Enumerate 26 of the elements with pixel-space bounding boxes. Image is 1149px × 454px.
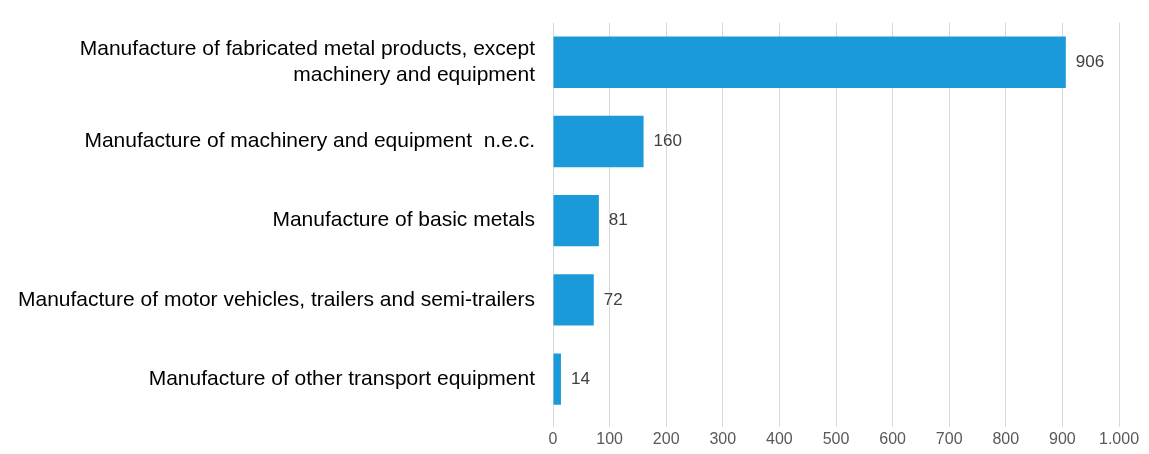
data-label: 160: [653, 131, 682, 151]
x-tick-label: 1.000: [1098, 429, 1140, 447]
data-label: 14: [570, 368, 590, 388]
bar: [553, 353, 561, 405]
y-tick-label: Manufacture of motor vehicles, trailers and semi-trailers: [17, 286, 536, 310]
x-tick-label: 600: [879, 429, 907, 447]
x-tick-label: 500: [822, 429, 850, 447]
x-tick-label: 0: [548, 429, 558, 447]
x-tick-label: 800: [992, 429, 1020, 447]
bar: [553, 115, 644, 168]
data-label: 81: [608, 210, 628, 230]
x-tick-label: 300: [709, 429, 737, 447]
bar: [553, 274, 594, 326]
bar: [553, 36, 1066, 88]
y-tick-label: Manufacture of other transport equipment: [148, 365, 536, 389]
y-tick-label: Manufacture of basic metals: [272, 207, 536, 231]
data-label: 906: [1075, 51, 1105, 71]
x-tick-label: 900: [1049, 429, 1076, 447]
data-label: 72: [603, 289, 623, 309]
y-tick-label: Manufacture of machinery and equipment n.e.c.: [84, 128, 536, 152]
x-tick-label: 400: [766, 429, 793, 447]
x-tick-label: 100: [596, 429, 624, 447]
x-tick-label: 700: [935, 429, 963, 447]
x-tick-label: 200: [652, 429, 680, 447]
bar: [553, 195, 599, 247]
y-tick-label: Manufacture of fabricated metal products, except machinery and equipment: [79, 36, 536, 85]
